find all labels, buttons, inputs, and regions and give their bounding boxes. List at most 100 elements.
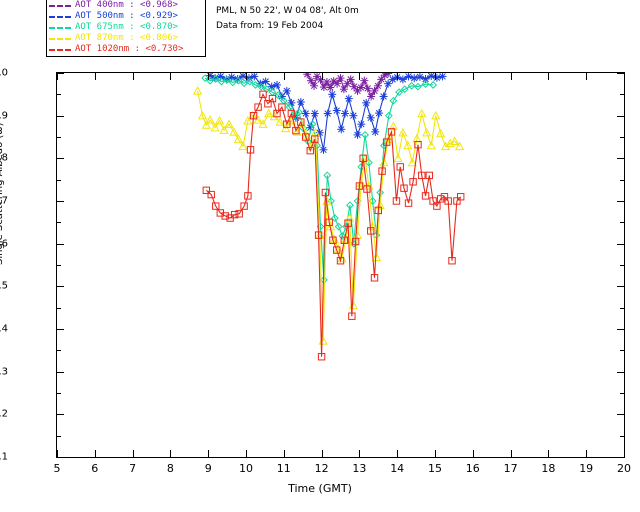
y-tick-label: 0.6 (0, 238, 8, 250)
y-tick-left (57, 243, 64, 245)
data-point-marker (366, 113, 375, 122)
data-point-marker (363, 84, 372, 93)
legend-line-swatch-675nm (49, 26, 71, 29)
data-point-marker (202, 186, 211, 195)
data-point-marker (336, 257, 345, 265)
x-tick-top (586, 73, 588, 80)
data-point-marker (375, 109, 384, 118)
data-point-marker (450, 136, 460, 145)
x-tick-bottom (170, 450, 172, 457)
data-point-marker (317, 353, 326, 361)
data-point-marker (319, 145, 328, 154)
data-point-marker (230, 210, 239, 219)
data-point-marker (257, 82, 266, 91)
legend-label-675nm: AOT 675nm : <0.870> (75, 22, 178, 32)
data-point-marker (205, 115, 215, 124)
data-point-marker (197, 110, 208, 120)
data-point-marker (409, 178, 417, 186)
data-point-marker (234, 76, 243, 85)
x-tick-label: 15 (428, 462, 442, 475)
y-tick-minor-right (620, 222, 624, 224)
data-point-marker (357, 120, 366, 129)
data-point-marker (378, 167, 386, 175)
data-point-marker (278, 103, 286, 111)
data-point-marker (338, 232, 347, 240)
data-point-marker (311, 135, 319, 143)
x-tick-bottom (397, 450, 399, 457)
x-tick-label: 13 (352, 462, 367, 475)
data-point-marker (192, 86, 203, 95)
data-point-marker (448, 257, 456, 265)
data-point-marker (344, 219, 352, 227)
x-tick-label: 19 (579, 462, 594, 475)
y-tick-minor-left (57, 350, 61, 352)
data-point-marker (432, 73, 441, 82)
data-point-marker (418, 171, 426, 180)
data-point-marker (325, 218, 333, 227)
data-point-marker (426, 140, 436, 150)
y-tick-label: 0.4 (0, 323, 8, 335)
data-point-marker (211, 75, 220, 83)
data-point-marker (319, 276, 328, 284)
x-tick-bottom (548, 450, 550, 457)
legend-label-1020nm: AOT 1020nm : <0.730> (75, 44, 184, 54)
data-point-marker (367, 227, 375, 235)
x-tick-bottom (57, 450, 58, 457)
data-point-marker (264, 100, 272, 108)
data-point-marker (283, 120, 291, 128)
y-tick-right (617, 329, 624, 330)
data-point-marker (404, 73, 413, 81)
x-tick-label: 9 (204, 462, 212, 475)
data-point-marker (254, 103, 262, 111)
data-point-marker (217, 77, 226, 86)
data-point-marker (421, 74, 430, 83)
data-point-marker (261, 77, 270, 86)
legend-label-870nm: AOT 870nm : <0.806> (75, 33, 178, 43)
data-point-marker (243, 115, 253, 125)
x-axis-title: Time (GMT) (288, 482, 352, 495)
y-tick-left (57, 329, 64, 330)
data-point-marker (379, 157, 389, 167)
x-tick-bottom (510, 450, 512, 457)
data-point-marker (400, 85, 409, 94)
x-tick-top (208, 73, 210, 80)
y-tick-left (57, 115, 64, 117)
y-tick-minor-left (57, 137, 61, 138)
x-tick-label: 16 (465, 462, 480, 475)
data-point-marker (302, 133, 310, 141)
y-tick-minor-left (57, 265, 61, 266)
y-tick-label: 0.7 (0, 195, 8, 207)
data-point-marker (429, 81, 438, 89)
data-point-marker (453, 197, 461, 205)
data-point-marker (392, 197, 401, 205)
x-tick-top (435, 73, 436, 80)
x-tick-top (94, 73, 96, 80)
data-point-marker (362, 98, 371, 107)
data-point-marker (244, 192, 252, 200)
data-point-marker (333, 79, 342, 88)
y-tick-label: 0.1 (0, 451, 8, 463)
data-point-marker (363, 185, 371, 193)
data-point-marker (307, 76, 316, 85)
data-point-marker (350, 82, 359, 91)
data-point-marker (403, 140, 413, 150)
y-tick-label: 0.3 (0, 366, 8, 378)
data-point-marker (349, 111, 358, 120)
data-point-marker (440, 193, 449, 201)
x-tick-label: 5 (53, 462, 61, 475)
plot-frame (56, 72, 625, 458)
data-date-line: Data from: 19 Feb 2004 (216, 21, 324, 31)
y-tick-left (57, 73, 64, 74)
data-point-marker (387, 128, 396, 136)
series-aot-1020nm (202, 90, 465, 361)
x-tick-label: 11 (276, 462, 291, 475)
legend-item-675nm: AOT 675nm : <0.870> (49, 22, 203, 33)
data-point-marker (201, 120, 211, 129)
y-tick-label: 0.8 (0, 152, 8, 164)
x-tick-top (57, 73, 58, 80)
series-canvas (192, 73, 465, 361)
data-point-marker (377, 75, 386, 84)
data-point-marker (233, 134, 244, 143)
data-point-marker (436, 128, 446, 138)
